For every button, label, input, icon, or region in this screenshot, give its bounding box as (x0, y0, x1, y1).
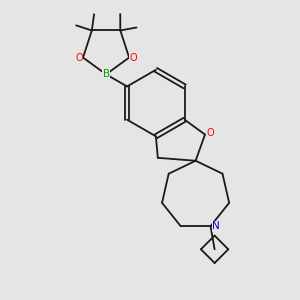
Text: O: O (129, 52, 137, 63)
Text: B: B (103, 69, 110, 79)
Text: O: O (75, 52, 83, 63)
Text: N: N (212, 221, 220, 231)
Text: O: O (207, 128, 214, 138)
